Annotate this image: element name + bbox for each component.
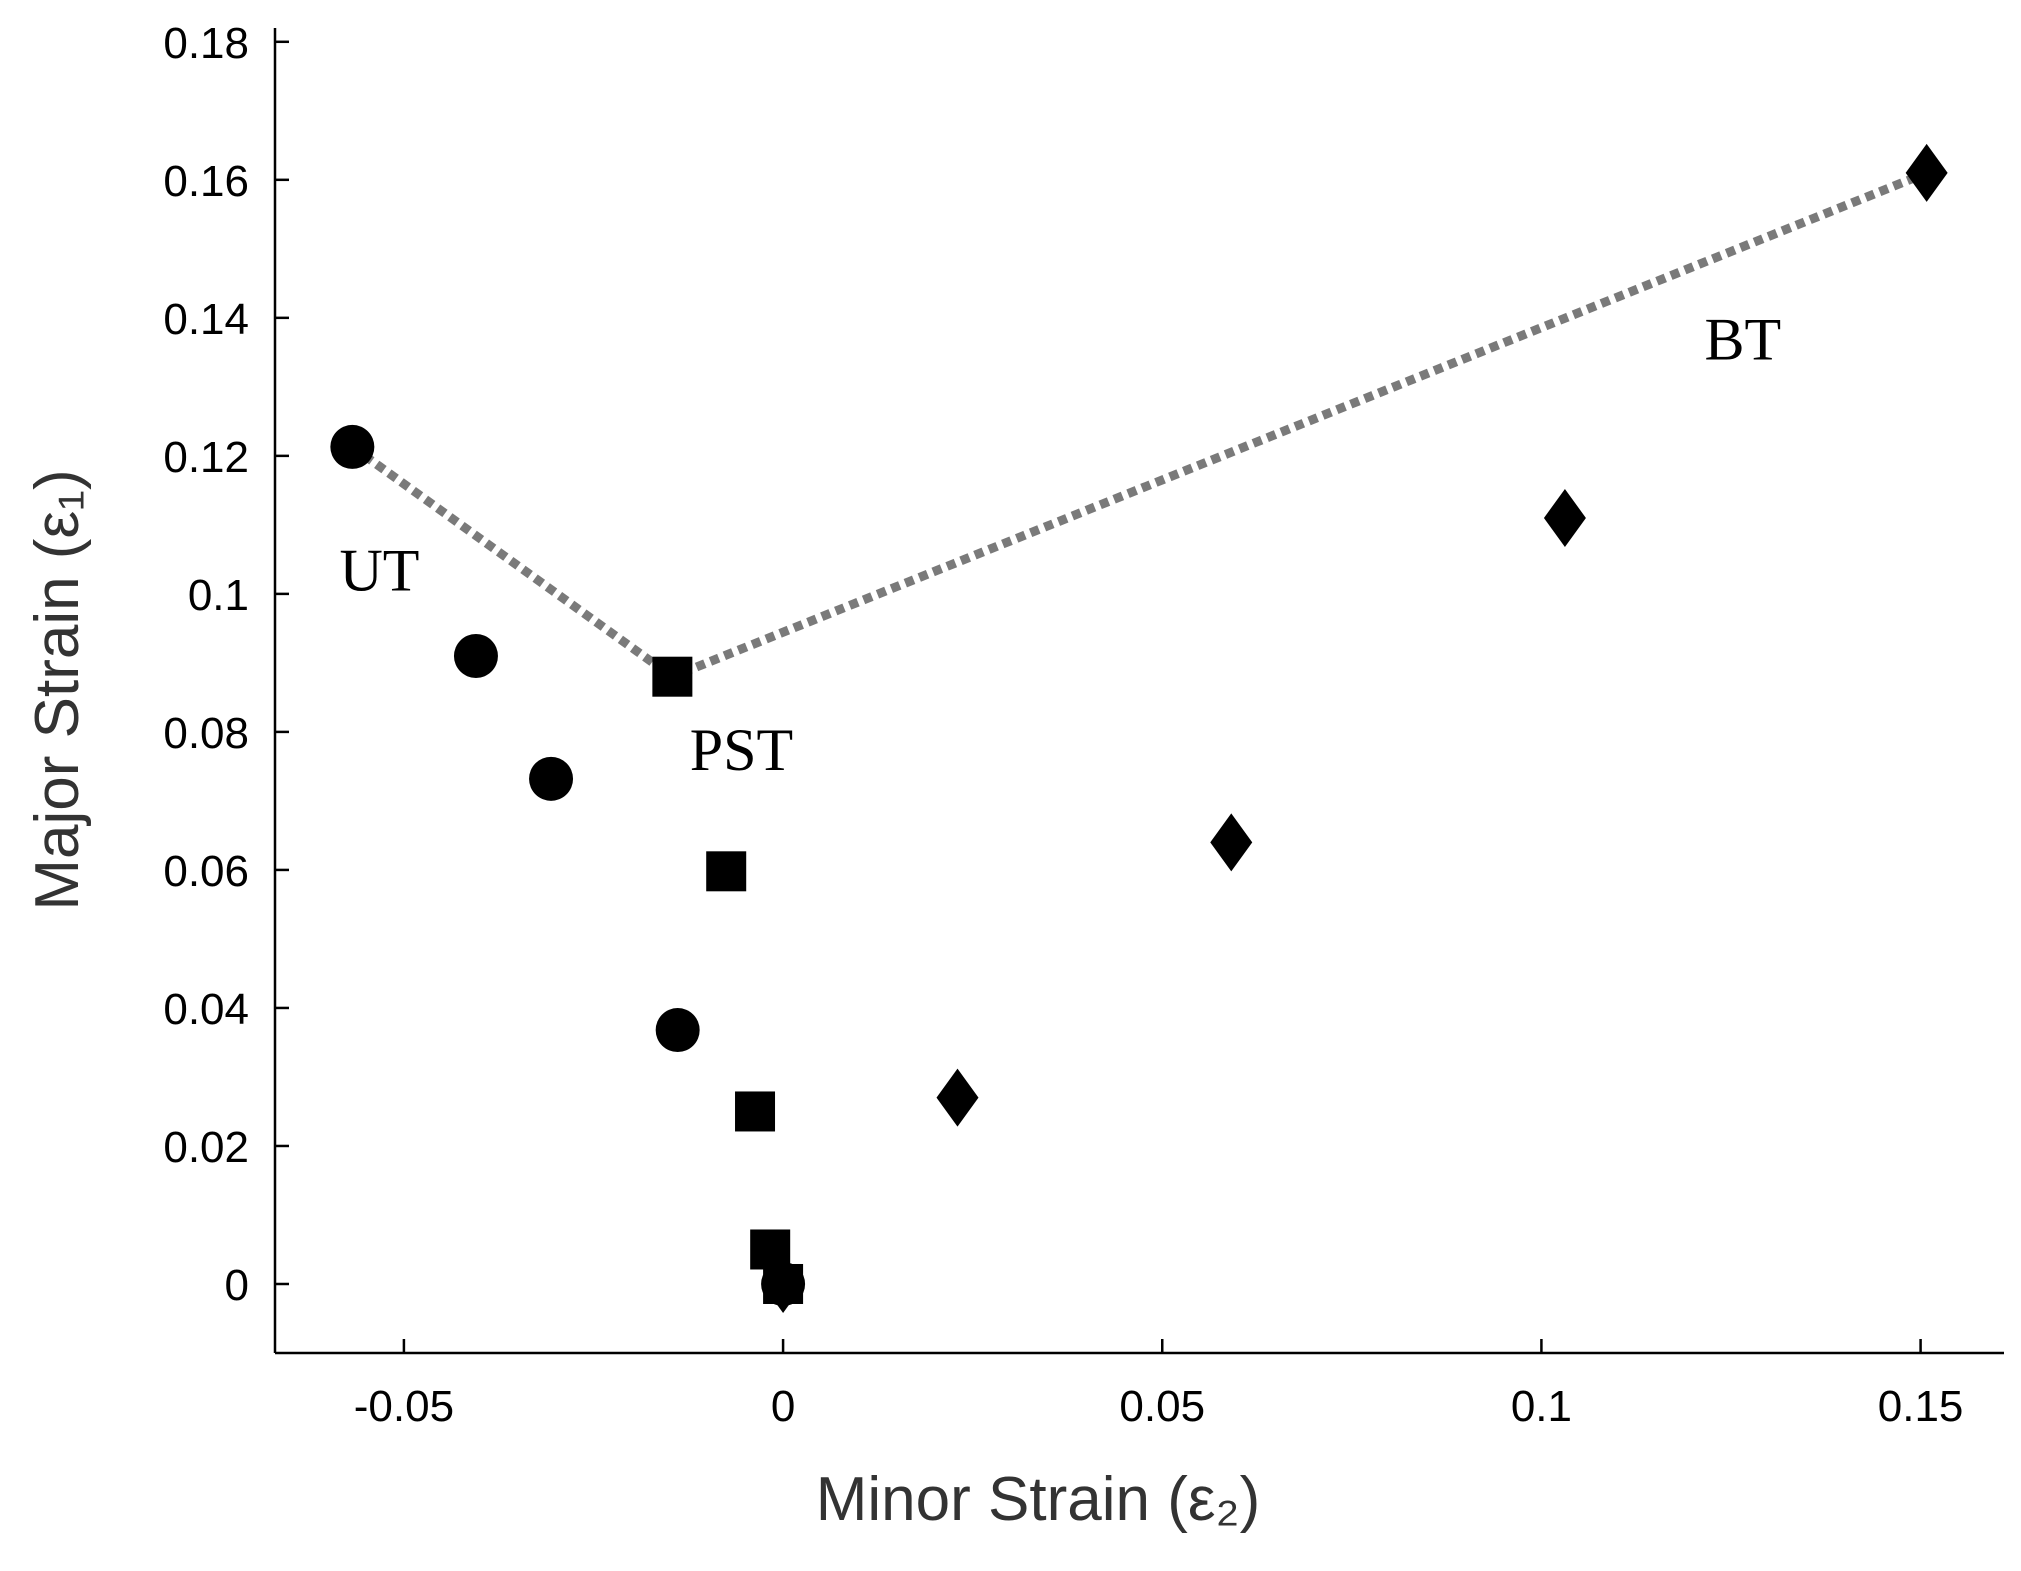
y-tick-label: 0.18 xyxy=(163,19,249,68)
y-tick-label: 0.16 xyxy=(163,157,249,206)
annotations-layer: UT PST BT xyxy=(339,306,1781,783)
y-axis-title: Major Strain (ε₁) xyxy=(23,469,92,910)
x-tick-label: 0.1 xyxy=(1511,1382,1572,1431)
marker-square-pst xyxy=(735,1091,776,1132)
marker-diamond-bt xyxy=(936,1068,979,1127)
axis-titles: Minor Strain (ε₂) Major Strain (ε₁) xyxy=(23,469,1260,1534)
markers-layer xyxy=(330,143,1948,1313)
marker-diamond-bt xyxy=(1210,813,1253,872)
x-tick-label: 0.05 xyxy=(1119,1382,1205,1431)
y-tick-label: 0.12 xyxy=(163,433,249,482)
limit-curve-line xyxy=(349,168,1929,682)
marker-square-pst xyxy=(706,851,747,892)
annotation-bt: BT xyxy=(1704,306,1781,372)
marker-circle-ut xyxy=(655,1008,700,1053)
marker-circle-ut xyxy=(330,424,375,469)
marker-diamond-bt xyxy=(762,1254,805,1313)
annotation-ut: UT xyxy=(339,537,419,603)
y-tick-label: 0.02 xyxy=(163,1123,249,1172)
y-tick-label: 0.1 xyxy=(188,571,249,620)
limit-curve-layer xyxy=(349,168,1929,682)
x-tick-label: -0.05 xyxy=(354,1382,454,1431)
marker-circle-ut xyxy=(529,756,574,801)
marker-diamond-bt xyxy=(1543,488,1586,547)
x-tick-label: 0 xyxy=(771,1382,795,1431)
y-tick-label: 0.14 xyxy=(163,295,249,344)
annotation-pst: PST xyxy=(690,717,793,783)
y-tick-label: 0.06 xyxy=(163,847,249,896)
marker-circle-ut xyxy=(453,633,498,678)
marker-square-pst xyxy=(652,656,693,697)
x-tick-label: 0.15 xyxy=(1878,1382,1964,1431)
y-tick-label: 0 xyxy=(225,1261,249,1310)
y-tick-label: 0.08 xyxy=(163,709,249,758)
y-tick-label: 0.04 xyxy=(163,985,249,1034)
axes: -0.05 0 0.05 0.1 0.15 0 0.02 0.04 0.06 0.08 0.1 0.1… xyxy=(163,19,2004,1431)
marker-diamond-bt xyxy=(1905,143,1948,202)
x-axis-title: Minor Strain (ε₂) xyxy=(816,1465,1260,1534)
